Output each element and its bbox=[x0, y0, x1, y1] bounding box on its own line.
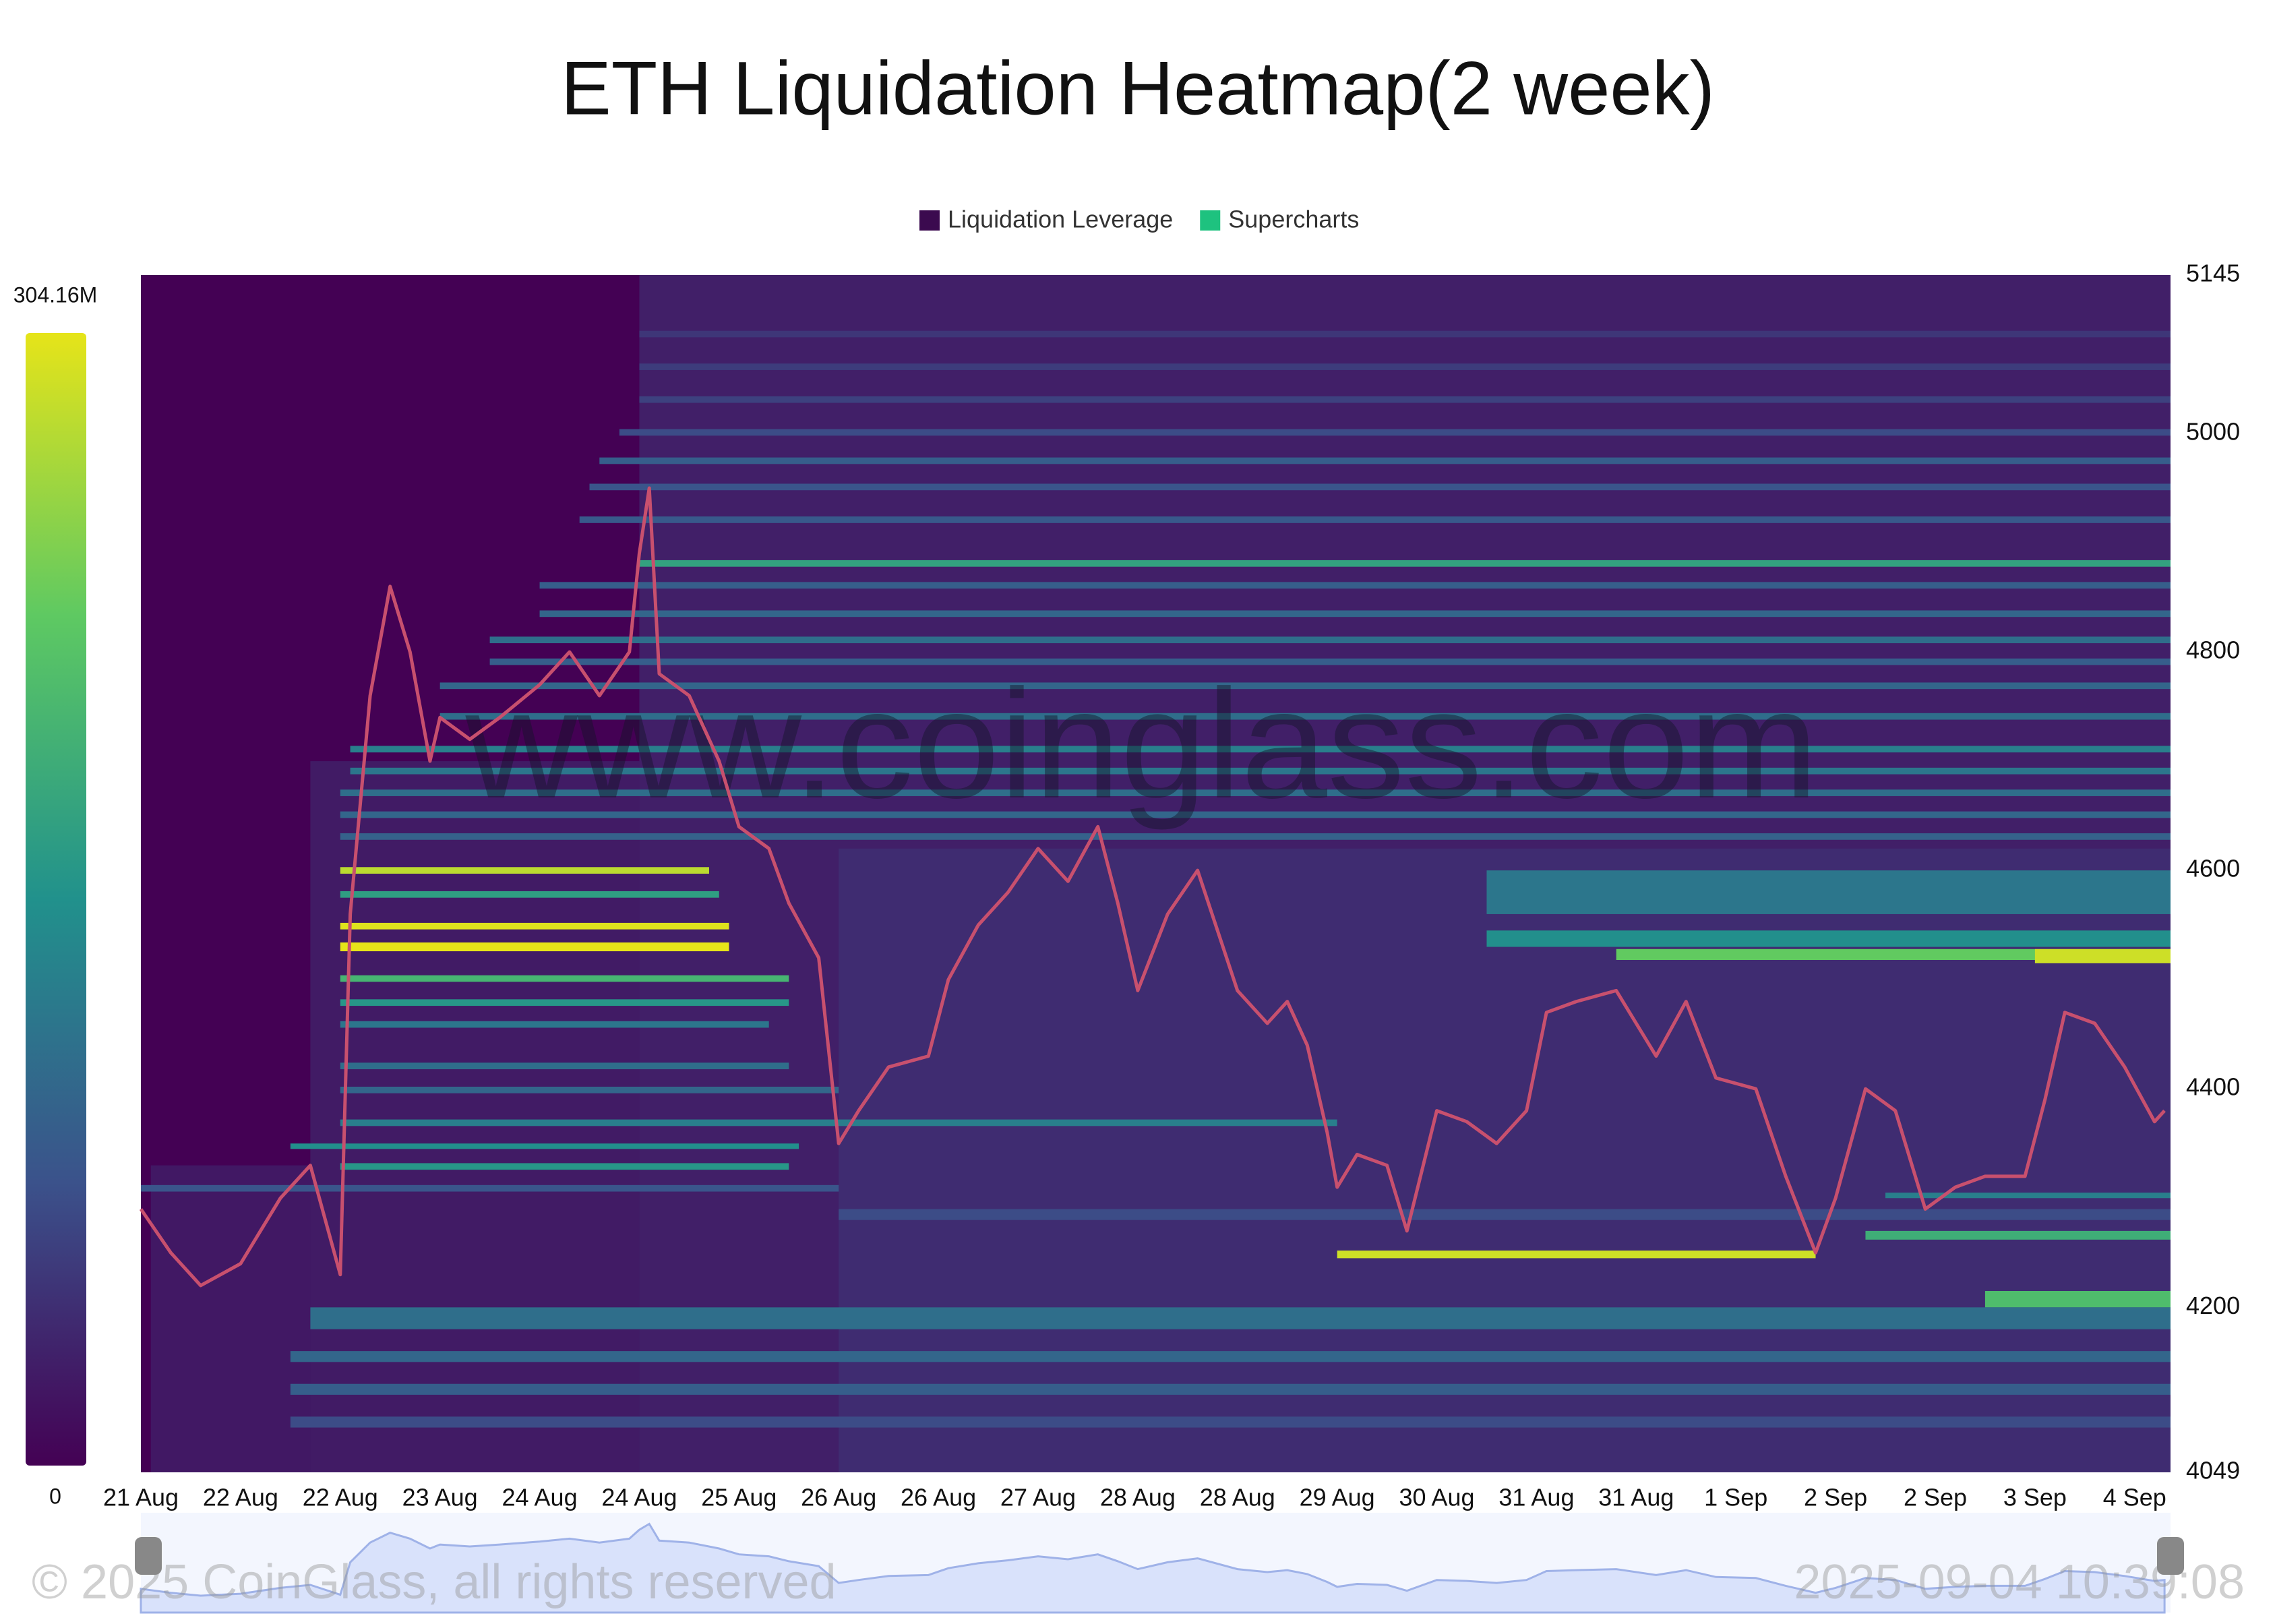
heat-band bbox=[439, 713, 2171, 720]
heat-band bbox=[579, 516, 2171, 523]
heat-band bbox=[340, 1086, 839, 1093]
color-bar-label: 0 bbox=[49, 1484, 61, 1508]
x-tick-label: 27 Aug bbox=[1000, 1484, 1076, 1511]
x-tick-label: 4 Sep bbox=[2103, 1484, 2166, 1511]
x-tick-label: 30 Aug bbox=[1399, 1484, 1474, 1511]
heat-band bbox=[350, 746, 2171, 753]
heat-band bbox=[839, 1209, 2171, 1220]
heat-band bbox=[340, 1163, 789, 1170]
heat-band bbox=[310, 1307, 2171, 1329]
heat-band bbox=[1337, 1251, 1816, 1259]
x-tick-label: 25 Aug bbox=[701, 1484, 777, 1511]
x-tick-label: 3 Sep bbox=[2003, 1484, 2067, 1511]
heat-band bbox=[340, 1021, 769, 1028]
heat-band bbox=[350, 767, 2171, 775]
heat-band bbox=[1486, 870, 2171, 914]
heat-band bbox=[340, 922, 729, 930]
heat-band bbox=[619, 429, 2171, 436]
y-tick-label: 4400 bbox=[2186, 1073, 2240, 1101]
x-tick-label: 21 Aug bbox=[103, 1484, 179, 1511]
heat-band bbox=[639, 330, 2171, 338]
chart-title: ETH Liquidation Heatmap(2 week) bbox=[561, 47, 1715, 131]
x-tick-label: 2 Sep bbox=[1904, 1484, 1967, 1511]
legend-swatch bbox=[919, 210, 940, 231]
heat-band bbox=[439, 682, 2171, 690]
x-tick-label: 22 Aug bbox=[203, 1484, 278, 1511]
watermark: www.coinglass.com bbox=[465, 657, 1819, 831]
x-tick-label: 31 Aug bbox=[1498, 1484, 1574, 1511]
x-tick-label: 28 Aug bbox=[1100, 1484, 1176, 1511]
heat-band bbox=[340, 811, 2171, 818]
x-tick-label: 23 Aug bbox=[402, 1484, 478, 1511]
heat-band bbox=[599, 457, 2171, 464]
heat-band bbox=[1616, 949, 2171, 961]
heat-band bbox=[340, 867, 709, 874]
x-tick-label: 26 Aug bbox=[901, 1484, 976, 1511]
heat-band bbox=[1885, 1193, 2171, 1199]
heat-band bbox=[639, 560, 2171, 567]
legend-label: Liquidation Leverage bbox=[948, 206, 1173, 233]
x-tick-label: 22 Aug bbox=[303, 1484, 378, 1511]
heat-band bbox=[489, 636, 2171, 644]
heat-band bbox=[141, 1184, 839, 1192]
copyright: © 2025 CoinGlass, all rights reserved bbox=[32, 1555, 837, 1609]
x-tick-label: 24 Aug bbox=[601, 1484, 677, 1511]
heat-band bbox=[639, 396, 2171, 403]
heat-band bbox=[290, 1143, 799, 1149]
heat-band bbox=[290, 1416, 2171, 1428]
x-tick-label: 26 Aug bbox=[801, 1484, 876, 1511]
heat-band bbox=[340, 1119, 1337, 1126]
heat-band bbox=[1984, 1291, 2171, 1308]
heat-band bbox=[1865, 1230, 2171, 1240]
y-tick-label: 4800 bbox=[2186, 636, 2240, 664]
x-tick-label: 28 Aug bbox=[1200, 1484, 1275, 1511]
heat-band bbox=[290, 1351, 2171, 1362]
y-tick-label: 4600 bbox=[2186, 855, 2240, 882]
price-line bbox=[139, 486, 2166, 1288]
y-tick-label: 5145 bbox=[2186, 260, 2240, 287]
heat-band bbox=[290, 1383, 2171, 1395]
y-tick-label: 5000 bbox=[2186, 417, 2240, 445]
heat-band bbox=[539, 582, 2171, 589]
x-tick-label: 29 Aug bbox=[1300, 1484, 1375, 1511]
x-tick-label: 2 Sep bbox=[1804, 1484, 1867, 1511]
heat-band bbox=[539, 610, 2171, 618]
plot-area: www.coinglass.com bbox=[139, 275, 2171, 1472]
legend-label: Supercharts bbox=[1228, 206, 1359, 233]
heat-band bbox=[589, 483, 2171, 491]
navigator-handle[interactable] bbox=[2157, 1537, 2184, 1575]
y-tick-label: 4200 bbox=[2186, 1292, 2240, 1319]
heat-band bbox=[639, 363, 2171, 370]
heat-band bbox=[340, 942, 729, 952]
y-tick-label: 4049 bbox=[2186, 1457, 2240, 1484]
x-tick-label: 1 Sep bbox=[1704, 1484, 1767, 1511]
heat-band bbox=[340, 891, 719, 898]
heat-band bbox=[1486, 930, 2171, 947]
heat-band bbox=[340, 1062, 789, 1070]
color-bar bbox=[26, 333, 86, 1466]
navigator-handle[interactable] bbox=[135, 1537, 162, 1575]
heat-band bbox=[340, 975, 789, 982]
x-tick-label: 24 Aug bbox=[502, 1484, 577, 1511]
heat-band bbox=[489, 658, 2171, 665]
legend-swatch bbox=[1200, 210, 1221, 231]
navigator-area bbox=[140, 1522, 2166, 1614]
heat-band bbox=[340, 789, 2171, 796]
heat-band bbox=[340, 833, 2171, 840]
x-tick-label: 31 Aug bbox=[1598, 1484, 1674, 1511]
color-bar-label: 304.16M bbox=[13, 282, 98, 307]
heat-band bbox=[2034, 949, 2171, 963]
heat-band bbox=[340, 999, 789, 1006]
